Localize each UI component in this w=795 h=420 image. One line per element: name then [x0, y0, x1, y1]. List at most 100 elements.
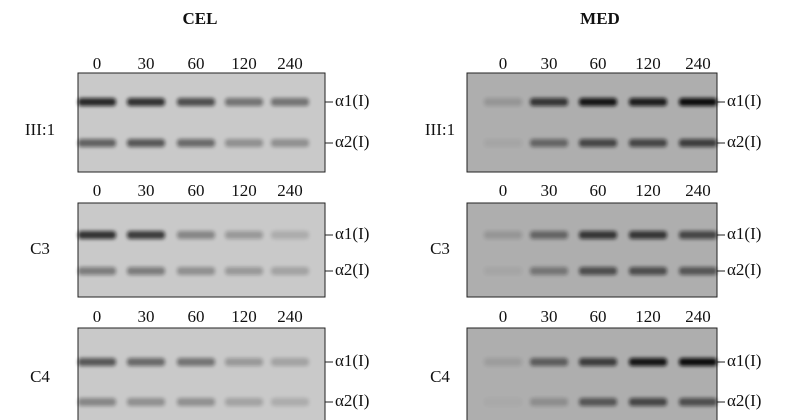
blot: [78, 203, 325, 297]
lane-label: 30: [138, 54, 155, 73]
panel-title: MED: [580, 9, 620, 28]
band-label: α2(I): [727, 132, 761, 151]
band: [629, 398, 667, 406]
band: [530, 231, 568, 239]
band: [78, 98, 116, 106]
gel: [78, 73, 325, 172]
band: [679, 98, 717, 106]
lane-label: 60: [590, 181, 607, 200]
lane-label: 240: [685, 181, 711, 200]
band: [177, 98, 215, 106]
band: [177, 267, 215, 275]
band-label: α2(I): [727, 391, 761, 410]
blot-label: C4: [430, 367, 450, 386]
band: [679, 267, 717, 275]
gel: [78, 203, 325, 297]
band: [484, 98, 522, 106]
band: [679, 398, 717, 406]
lane-label: 240: [277, 181, 303, 200]
band: [530, 98, 568, 106]
band: [530, 267, 568, 275]
band: [127, 98, 165, 106]
lane-label: 0: [93, 307, 102, 326]
lane-label: 120: [231, 181, 257, 200]
band: [271, 231, 309, 239]
band: [629, 231, 667, 239]
band: [579, 398, 617, 406]
band: [271, 398, 309, 406]
lane-label: 120: [635, 54, 661, 73]
band: [484, 231, 522, 239]
lane-label: 240: [685, 54, 711, 73]
band: [629, 139, 667, 147]
band: [127, 358, 165, 366]
band: [127, 267, 165, 275]
band: [579, 267, 617, 275]
lane-label: 0: [499, 307, 508, 326]
band: [679, 231, 717, 239]
band: [579, 139, 617, 147]
blot-label: C4: [30, 367, 50, 386]
band: [579, 231, 617, 239]
lane-label: 30: [541, 181, 558, 200]
lane-label: 30: [138, 307, 155, 326]
band: [127, 139, 165, 147]
band: [127, 231, 165, 239]
band: [225, 398, 263, 406]
lane-label: 240: [277, 307, 303, 326]
band-label: α1(I): [335, 351, 369, 370]
band: [78, 398, 116, 406]
band: [225, 139, 263, 147]
blot: [467, 328, 717, 420]
band-label: α1(I): [727, 351, 761, 370]
lane-label: 30: [541, 307, 558, 326]
band: [177, 358, 215, 366]
band: [484, 358, 522, 366]
panel-title: CEL: [183, 9, 218, 28]
band: [177, 231, 215, 239]
blot: [78, 73, 325, 172]
gel: [467, 328, 717, 420]
blot-label: C3: [430, 239, 450, 258]
band-label: α2(I): [335, 260, 369, 279]
band: [629, 358, 667, 366]
band: [225, 267, 263, 275]
band: [127, 398, 165, 406]
band: [225, 98, 263, 106]
band: [629, 98, 667, 106]
band: [177, 398, 215, 406]
lane-label: 0: [499, 54, 508, 73]
band: [484, 267, 522, 275]
gel: [467, 203, 717, 297]
band: [579, 98, 617, 106]
band: [271, 98, 309, 106]
lane-label: 60: [188, 307, 205, 326]
band: [271, 139, 309, 147]
gel: [467, 73, 717, 172]
band: [629, 267, 667, 275]
lane-label: 0: [499, 181, 508, 200]
blot-label: III:1: [25, 120, 55, 139]
band: [679, 358, 717, 366]
blot-label: C3: [30, 239, 50, 258]
lane-label: 120: [635, 307, 661, 326]
band-label: α1(I): [335, 91, 369, 110]
blot-label: III:1: [425, 120, 455, 139]
lane-label: 240: [685, 307, 711, 326]
lane-label: 60: [188, 54, 205, 73]
band: [225, 358, 263, 366]
band: [530, 398, 568, 406]
blot: [467, 203, 717, 297]
lane-label: 240: [277, 54, 303, 73]
lane-label: 120: [231, 54, 257, 73]
band: [484, 139, 522, 147]
lane-label: 60: [590, 307, 607, 326]
lane-label: 120: [635, 181, 661, 200]
band: [484, 398, 522, 406]
lane-label: 60: [590, 54, 607, 73]
lane-label: 60: [188, 181, 205, 200]
lane-label: 0: [93, 54, 102, 73]
band: [78, 267, 116, 275]
band-label: α2(I): [335, 132, 369, 151]
band-label: α2(I): [727, 260, 761, 279]
